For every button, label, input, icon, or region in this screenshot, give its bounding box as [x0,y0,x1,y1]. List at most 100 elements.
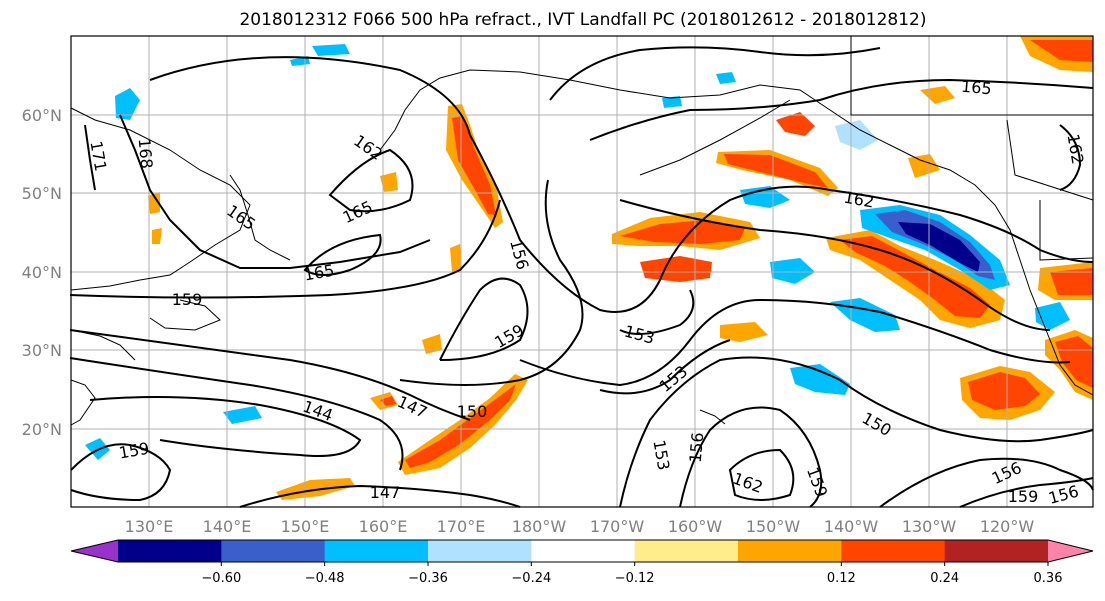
state-border [1039,200,1094,261]
japan-islands [149,299,221,331]
negative-anomaly-patch [1035,302,1070,330]
contour-line [519,298,1071,387]
contour-line [69,357,404,471]
positive-anomaly-patch [640,256,712,282]
contour-label: 150 [457,402,488,421]
positive-anomaly-patch [776,112,815,136]
positive-anomaly-patch [1055,336,1093,388]
colorbar-tick-label: −0.60 [201,571,241,586]
positive-anomaly-patch [450,244,462,272]
contour-label: 156 [686,431,708,463]
negative-anomaly-patch [898,222,980,272]
positive-anomaly-patch [380,396,396,406]
colorbar-bin [738,540,842,562]
contour-line [619,289,695,335]
colorbar-tick-label: −0.36 [408,571,448,586]
lon-label: 150°W [746,517,801,536]
contour-label: 159 [1008,487,1039,506]
contour-line [303,233,382,276]
positive-anomaly-patch [148,192,160,214]
lon-label: 140°E [203,517,252,536]
contour-line [84,124,96,191]
colorbar-tick-label: 0.36 [1034,571,1063,586]
colorbar-bin [531,540,636,562]
positive-anomaly-patch [452,116,496,215]
negative-anomaly-patch [662,96,682,108]
contour-line [119,114,431,269]
negative-anomaly-patch [223,406,262,424]
contour-line [149,56,1094,313]
latitude-labels: 60°N 50°N 40°N 30°N 20°N [22,106,62,439]
lat-label-40n: 40°N [22,263,62,282]
contour-line [399,179,584,386]
aleutian-chain [639,99,791,176]
contour-line [1059,124,1082,191]
lon-label: 170°W [590,517,645,536]
contour-line [728,448,795,501]
positive-anomaly-patch [422,334,442,354]
contour-label: 168 [135,137,157,169]
contour-line [239,484,521,508]
contour-label: 159 [172,290,203,309]
positive-anomaly-patch [720,322,768,342]
lon-label: 130°E [125,517,174,536]
lon-label: 180°W [512,517,567,536]
negative-anomaly-patch [790,364,850,395]
positive-anomaly-patch [840,236,990,318]
lon-label: 150°E [281,517,330,536]
contour-line [599,339,731,395]
lat-label-20n: 20°N [22,420,62,439]
negative-anomaly-patch [835,120,878,150]
map-title: 2018012312 F066 500 hPa refract., IVT La… [239,10,926,30]
negative-anomaly-patch [115,88,140,120]
contour-line [69,329,471,421]
colorbar-tick-label: −0.48 [305,571,345,586]
canada-border [850,36,1093,116]
colorbar-bin [944,540,1049,562]
contour-line [89,395,362,457]
refractivity-anomaly-shading [85,36,1093,500]
colorbar-bin [634,540,739,562]
positive-anomaly-patch [152,228,162,244]
contour-line [70,443,172,502]
colorbar-tick-label: 0.12 [827,571,856,586]
contour-line [959,477,1094,508]
refractivity-contours [69,46,1094,508]
contour-line [328,148,414,213]
contour-line [549,46,881,101]
colorbar-tick-label: −0.24 [511,571,551,586]
colorbar-tick-label: −0.12 [615,571,655,586]
negative-anomaly-patch [770,258,815,284]
positive-anomaly-patch [724,154,828,188]
lon-label: 130°W [902,517,957,536]
lat-label-50n: 50°N [22,184,62,203]
longitude-labels: 130°E 140°E 150°E 160°E 170°E 180°W 170°… [125,517,1035,536]
negative-anomaly-patch [716,72,736,84]
contour-line [679,406,823,508]
colorbar-bin [324,540,429,562]
colorbar-bin [118,540,222,562]
contour-line [69,199,501,299]
positive-anomaly-patch [1050,268,1093,295]
positive-anomaly-patch [380,172,398,192]
colorbar-bin [221,540,326,562]
colorbar-outline [70,539,1094,563]
positive-anomaly-patch [908,154,940,178]
contour-line [619,356,1094,508]
alaska-nwamerica-coast [379,69,1094,396]
contour-line [589,78,1094,141]
sakhalin-japan-coast [229,174,291,261]
positive-anomaly-patch [968,372,1040,410]
contour-line [439,277,529,361]
contour-label: 147 [370,483,401,502]
colorbar-bin [428,540,532,562]
asia-coastline [70,107,251,291]
coastlines [70,36,1094,426]
taiwan-coast [70,379,96,426]
lat-label-30n: 30°N [22,341,62,360]
positive-anomaly-patch [620,220,745,244]
lon-label: 160°W [668,517,723,536]
lon-label: 120°W [980,517,1035,536]
lon-label: 140°W [824,517,879,536]
